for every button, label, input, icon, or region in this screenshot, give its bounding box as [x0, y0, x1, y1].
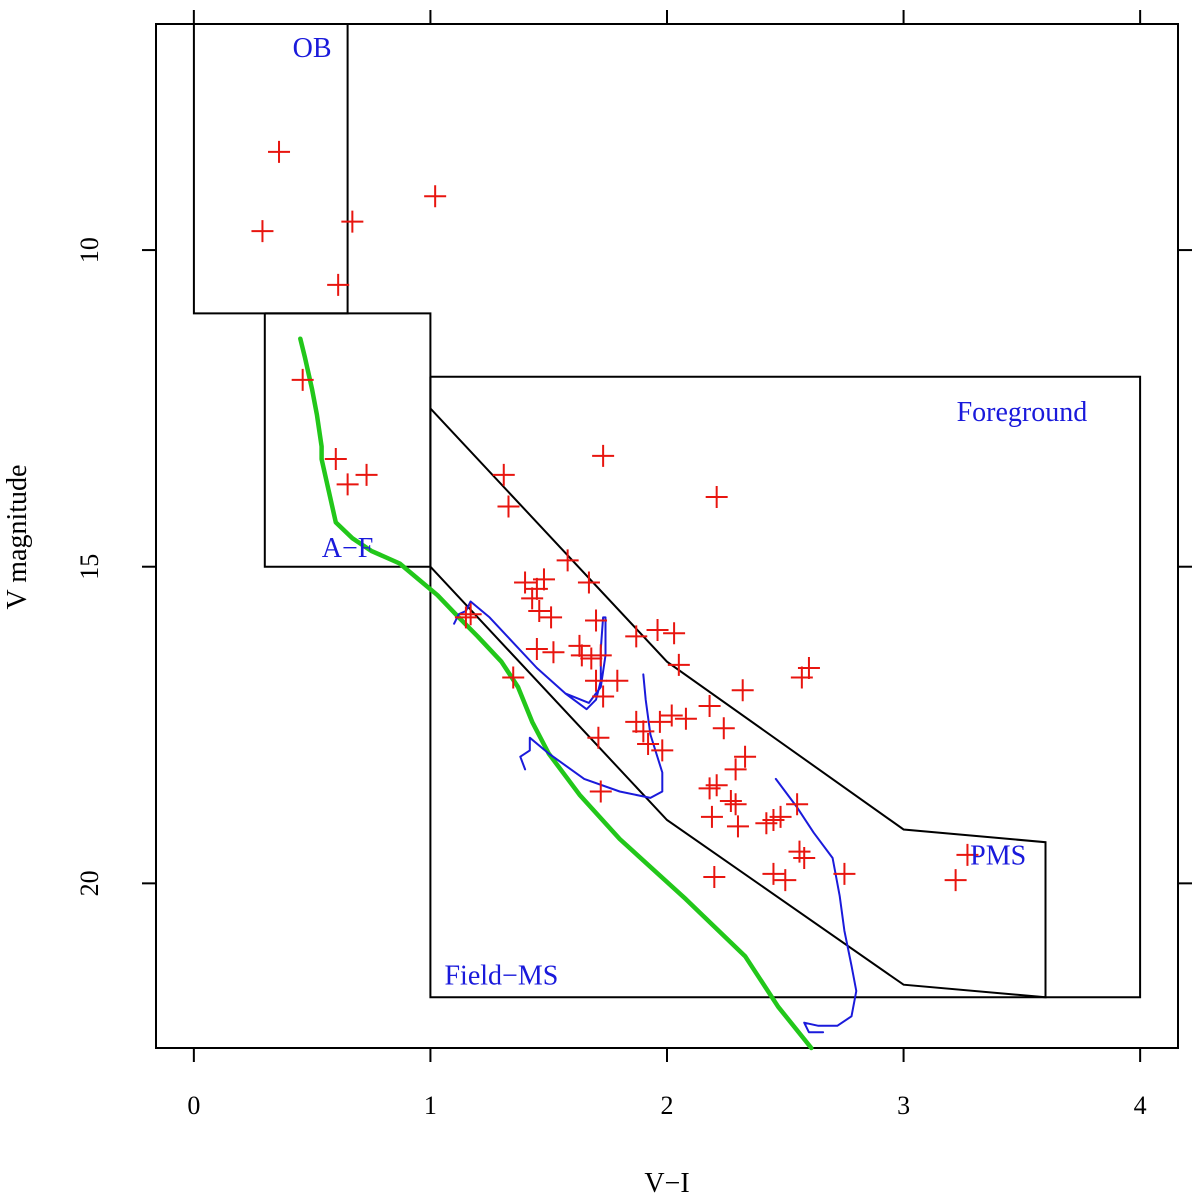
- data-point-17: [577, 571, 600, 594]
- labels-layer: OB A−F Foreground PMS Field−MS: [293, 33, 1088, 992]
- data-point-41: [698, 695, 721, 718]
- data-point-7: [355, 463, 378, 486]
- x-tick-label: 1: [424, 1091, 437, 1120]
- x-tick-label: 2: [661, 1091, 674, 1120]
- region-label-pms: PMS: [970, 840, 1026, 871]
- data-point-43: [674, 707, 697, 730]
- y-tick-label: 15: [75, 554, 104, 580]
- series-line-blue-isochrone-2: [519, 673, 664, 799]
- data-point-9: [592, 444, 615, 467]
- data-point-61: [755, 812, 778, 835]
- data-point-45: [648, 710, 671, 733]
- data-point-19: [528, 600, 551, 623]
- data-point-27: [525, 638, 548, 661]
- data-point-4: [327, 273, 350, 296]
- data-point-14: [514, 571, 537, 594]
- data-point-52: [724, 758, 747, 781]
- data-point-40: [592, 685, 615, 708]
- data-point-24: [625, 625, 648, 648]
- x-tick-label: 3: [897, 1091, 910, 1120]
- data-point-64: [788, 840, 811, 863]
- data-point-1: [251, 220, 274, 243]
- data-point-46: [632, 720, 655, 743]
- data-point-66: [956, 843, 979, 866]
- region-label-ob: OB: [293, 33, 332, 64]
- curves-layer: [298, 336, 858, 1051]
- data-point-33: [667, 653, 690, 676]
- data-point-49: [637, 733, 660, 756]
- data-point-42: [660, 704, 683, 727]
- y-tick-label: 20: [75, 870, 104, 896]
- data-point-31: [589, 644, 612, 667]
- data-point-22: [454, 606, 477, 629]
- region-label-af: A−F: [322, 533, 374, 564]
- data-point-18: [521, 587, 544, 610]
- data-point-51: [734, 745, 757, 768]
- region-boundary-pms: [429, 407, 1047, 999]
- data-point-8: [336, 473, 359, 496]
- data-point-32: [663, 622, 686, 645]
- data-point-35: [790, 666, 813, 689]
- y-axis-title: V magnitude: [2, 465, 33, 610]
- data-point-70: [703, 866, 726, 889]
- series-line-green-curve: [298, 336, 814, 1051]
- data-point-57: [724, 793, 747, 816]
- regions-layer: [192, 24, 1142, 999]
- data-point-67: [833, 862, 856, 885]
- data-point-65: [793, 847, 816, 870]
- axes-layer: 0 1 2 3 4 10 15 20: [75, 10, 1192, 1120]
- series-line-blue-isochrone-1: [453, 600, 607, 711]
- series-line-blue-isochrone-3: [774, 777, 858, 1034]
- data-point-36: [502, 666, 525, 689]
- region-boundary-ob: [192, 24, 349, 315]
- data-point-26: [568, 634, 591, 657]
- x-axis-title: V−I: [644, 1168, 689, 1199]
- data-point-60: [769, 805, 792, 828]
- data-point-48: [587, 726, 610, 749]
- data-point-28: [542, 641, 565, 664]
- data-point-55: [589, 780, 612, 803]
- data-point-30: [580, 647, 603, 670]
- x-tick-label: 0: [187, 1091, 200, 1120]
- data-point-50: [651, 739, 674, 762]
- x-tick-label: 4: [1134, 1091, 1147, 1120]
- data-point-21: [585, 609, 608, 632]
- data-point-11: [497, 495, 520, 518]
- data-point-13: [556, 549, 579, 572]
- data-point-2: [341, 210, 364, 233]
- data-point-63: [726, 815, 749, 838]
- data-point-6: [324, 448, 347, 471]
- data-point-58: [786, 793, 809, 816]
- data-point-5: [291, 368, 314, 391]
- points-layer: [251, 140, 979, 892]
- data-point-47: [712, 717, 735, 740]
- data-point-29: [570, 644, 593, 667]
- data-point-68: [762, 862, 785, 885]
- data-point-12: [705, 486, 728, 509]
- data-point-54: [705, 774, 728, 797]
- region-label-foreground: Foreground: [957, 397, 1088, 428]
- data-point-25: [646, 619, 669, 642]
- data-point-37: [606, 669, 629, 692]
- data-point-62: [700, 805, 723, 828]
- region-boundary-af: [263, 312, 432, 568]
- data-point-16: [532, 568, 555, 591]
- data-point-69: [774, 869, 797, 892]
- data-point-20: [540, 606, 563, 629]
- data-point-3: [424, 185, 447, 208]
- region-boundary-foreground: [429, 375, 1142, 999]
- data-point-56: [719, 790, 742, 813]
- data-point-71: [944, 869, 967, 892]
- region-label-fieldms: Field−MS: [444, 961, 558, 992]
- y-tick-label: 10: [75, 237, 104, 263]
- data-point-39: [731, 679, 754, 702]
- data-point-10: [492, 463, 515, 486]
- data-point-38: [585, 669, 608, 692]
- plot-frame: [155, 23, 1179, 1049]
- data-point-0: [268, 140, 291, 163]
- data-point-23: [459, 603, 482, 626]
